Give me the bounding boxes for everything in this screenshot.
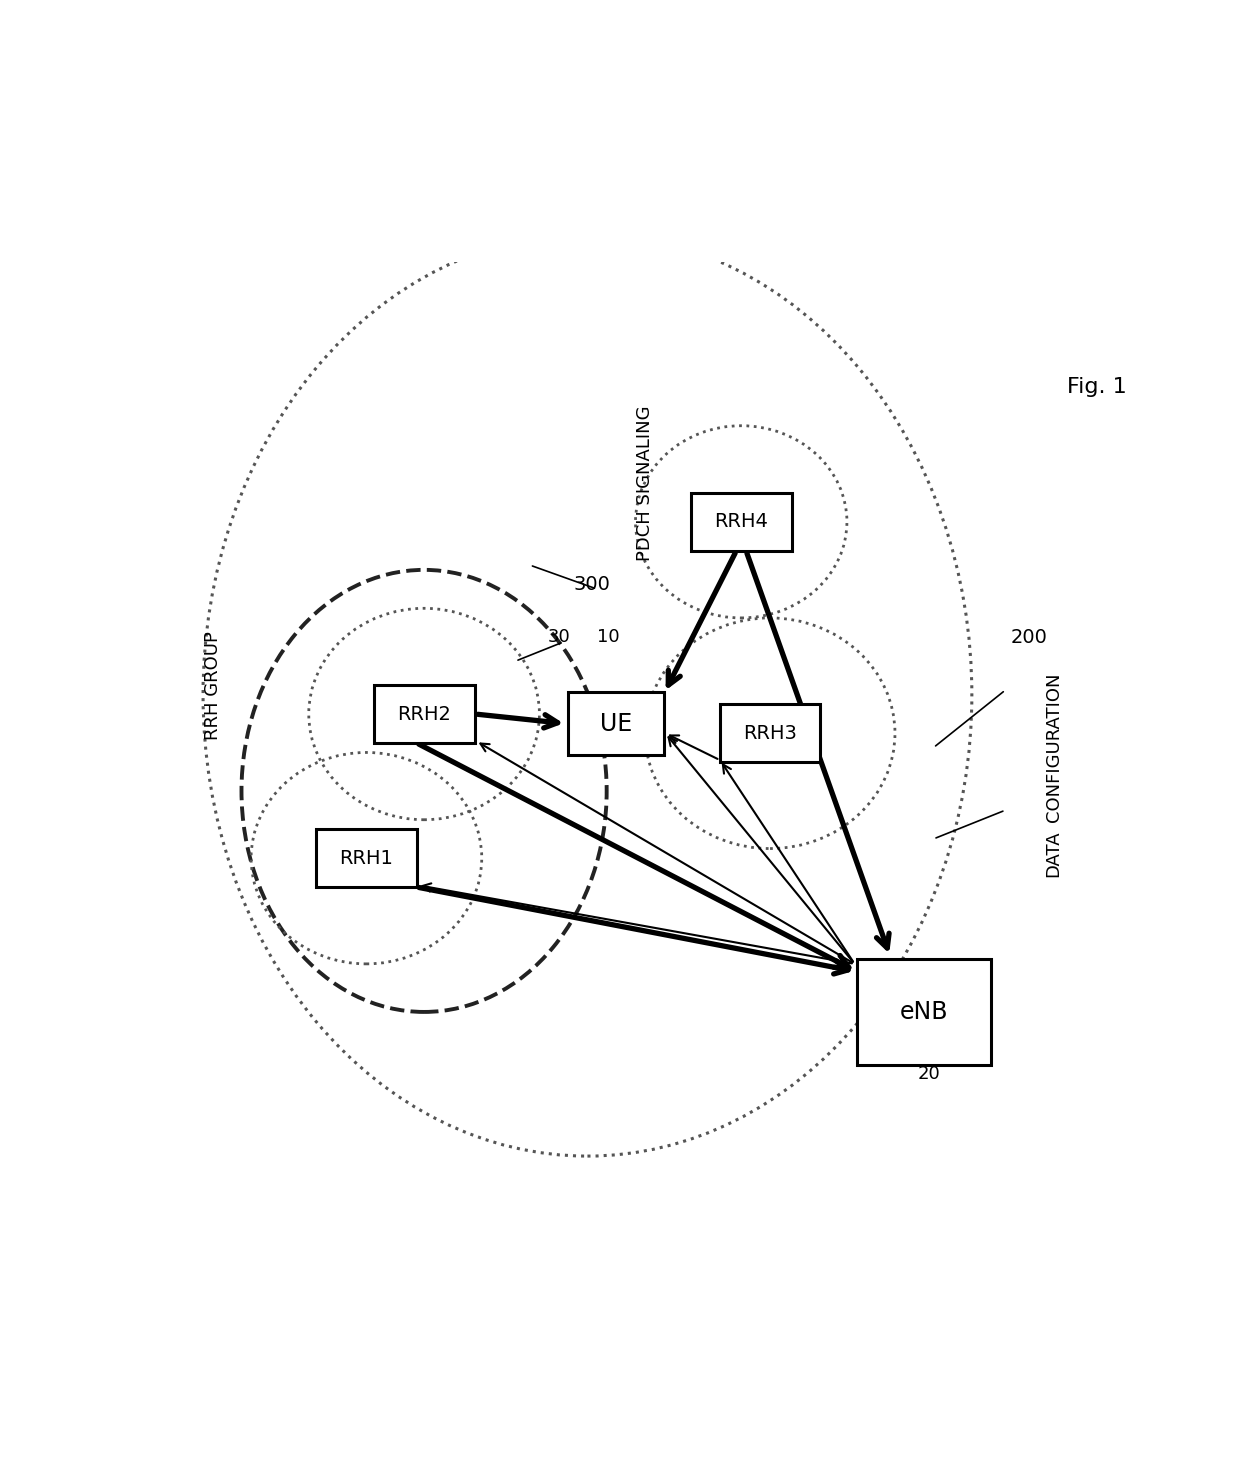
Text: eNB: eNB [899, 1000, 949, 1024]
Text: RRH3: RRH3 [743, 724, 797, 743]
FancyBboxPatch shape [316, 830, 417, 887]
Text: UE: UE [600, 712, 632, 736]
Text: 300: 300 [574, 575, 610, 594]
Text: 30: 30 [547, 628, 570, 646]
FancyBboxPatch shape [691, 493, 791, 550]
Text: DATA: DATA [1044, 830, 1063, 877]
FancyBboxPatch shape [719, 705, 821, 762]
FancyBboxPatch shape [373, 685, 475, 743]
Text: RRH4: RRH4 [714, 512, 768, 531]
Text: RRH GROUP: RRH GROUP [203, 631, 222, 740]
Text: 200: 200 [1011, 628, 1048, 647]
Text: 10: 10 [598, 628, 620, 646]
Text: RRH2: RRH2 [397, 705, 451, 724]
Text: CONFIGURATION: CONFIGURATION [1044, 672, 1063, 822]
FancyBboxPatch shape [857, 959, 991, 1065]
Text: RRH1: RRH1 [340, 849, 393, 868]
Text: 20: 20 [918, 1065, 940, 1084]
FancyBboxPatch shape [568, 693, 665, 755]
Text: Fig. 1: Fig. 1 [1066, 377, 1127, 397]
Text: PDCH SIGNALING: PDCH SIGNALING [636, 406, 655, 560]
